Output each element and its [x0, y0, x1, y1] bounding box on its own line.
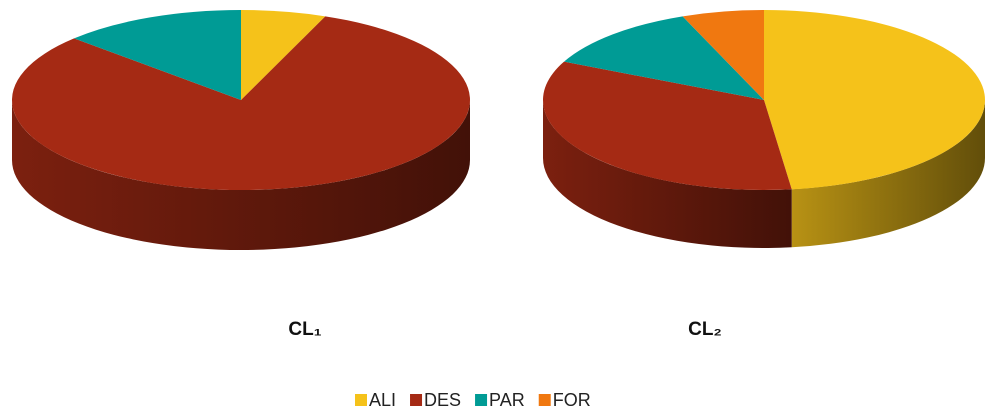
legend-label: DES — [424, 390, 461, 410]
legend-swatch — [475, 394, 488, 406]
pie-top — [241, 10, 326, 100]
legend-label: PAR — [489, 390, 525, 410]
chart-title: CL₁ — [288, 319, 321, 340]
legend: ALI DES PAR FOR — [355, 390, 591, 410]
legend-swatch — [355, 394, 367, 406]
pie-top — [542, 61, 792, 190]
pie-side — [543, 100, 792, 249]
pie-side — [12, 100, 470, 250]
pie-slice — [564, 16, 764, 101]
pie-top — [564, 16, 764, 101]
pie-top — [764, 10, 985, 190]
pie-slice — [241, 10, 326, 100]
legend-swatch — [410, 394, 423, 406]
pie-top — [11, 16, 470, 191]
pie-top — [682, 10, 764, 100]
pie-side — [791, 100, 985, 248]
pie-slice — [542, 61, 792, 249]
pie-slice — [682, 10, 764, 100]
pie-slice — [11, 16, 470, 250]
legend-label: FOR — [553, 390, 591, 410]
legend-swatch — [538, 394, 551, 406]
legend-label: ALI — [369, 390, 396, 410]
pie-slice — [74, 10, 241, 100]
chart-title: CL₂ — [688, 319, 722, 340]
pie-top — [74, 10, 241, 100]
pie-slice — [764, 10, 985, 248]
